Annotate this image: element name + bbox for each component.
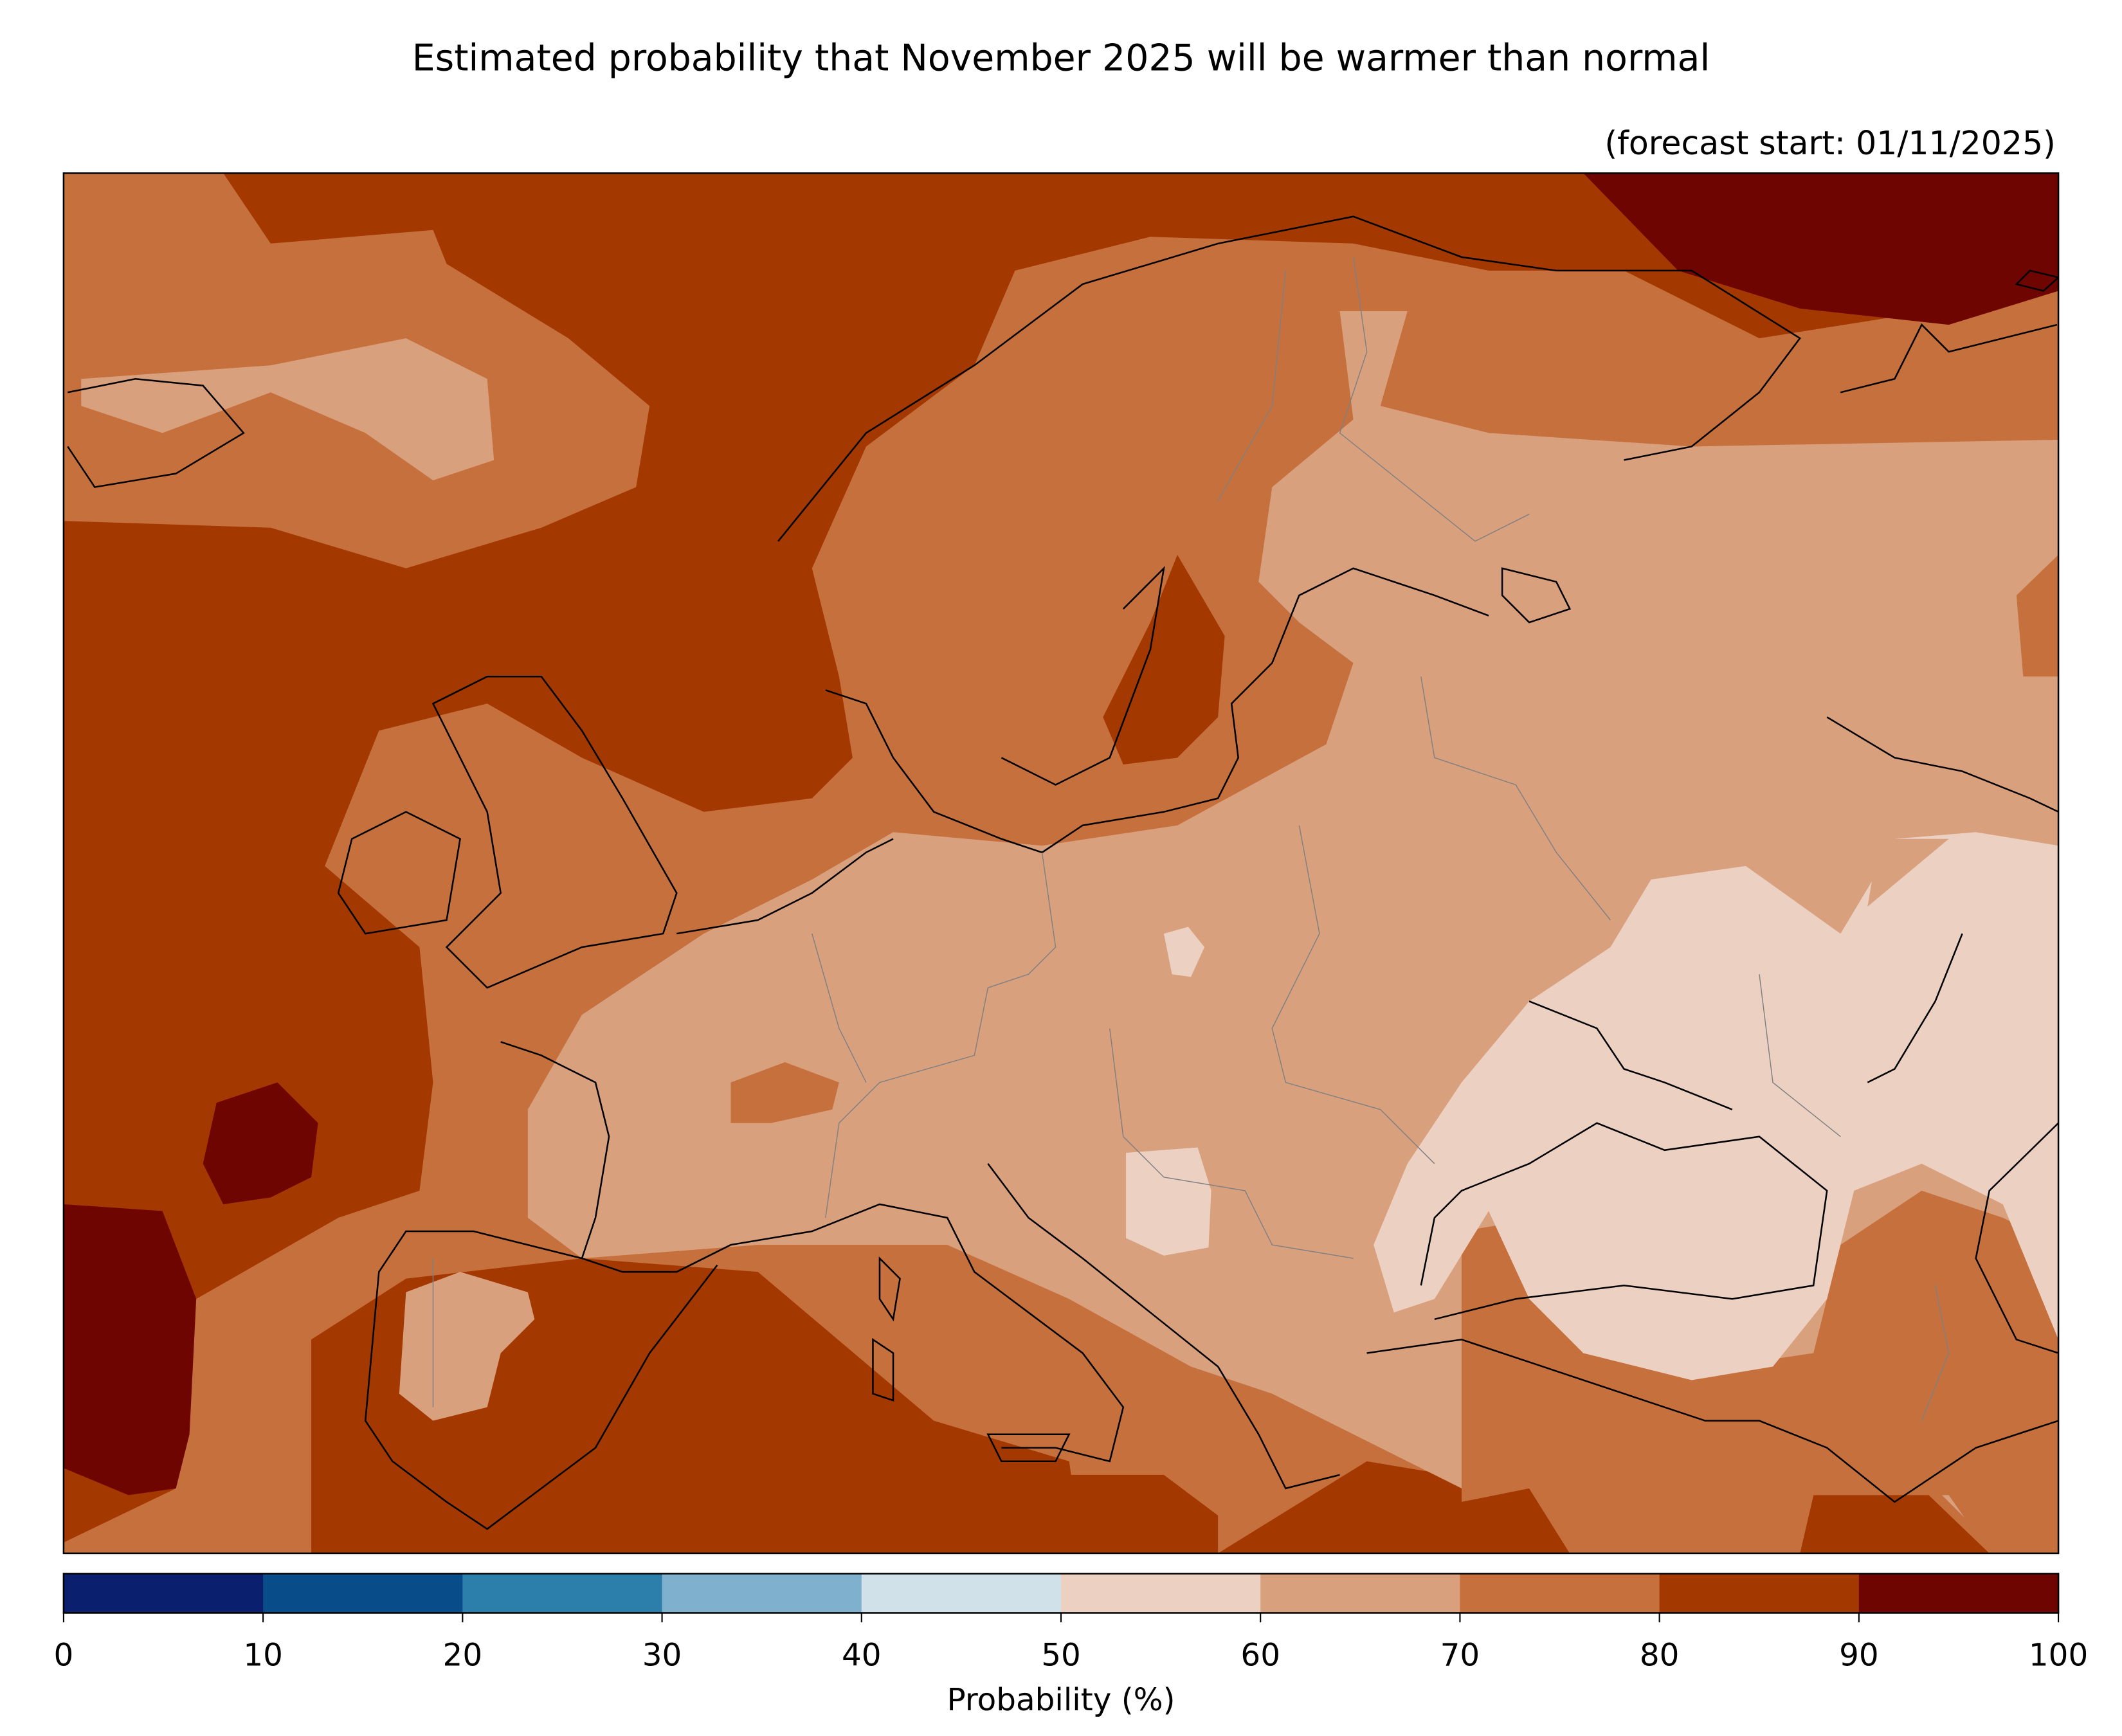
colorbar-tick-label: 40 <box>842 1638 882 1674</box>
band-50-60-balkans <box>1126 1147 1211 1256</box>
band-70-80-east <box>1461 1190 2059 1553</box>
map-frame <box>62 172 2060 1555</box>
probability-map <box>63 173 2059 1553</box>
colorbar-tick-label: 0 <box>54 1638 74 1674</box>
colorbar-tick-label: 10 <box>243 1638 283 1674</box>
forecast-start-subtitle: (forecast start: 01/11/2025) <box>1604 124 2055 162</box>
band-80-90-baltic <box>1103 554 1225 765</box>
coastlines <box>67 215 2059 1530</box>
colorbar-tick-label: 60 <box>1240 1638 1280 1674</box>
band-50-60-poland <box>1163 927 1205 977</box>
colorbar-bin-80-90 <box>1659 1573 1860 1613</box>
colorbar-bin-20-30 <box>462 1573 663 1613</box>
country-borders <box>432 257 1950 1421</box>
band-90-100-atlantic-mid <box>203 1082 318 1204</box>
colorbar-bin-40-50 <box>861 1573 1062 1613</box>
band-80-90-ionian <box>1069 1474 1219 1553</box>
colorbar-tick-label: 80 <box>1640 1638 1680 1674</box>
colorbar-tick-label: 100 <box>2029 1638 2088 1674</box>
band-80-90-mediterranean <box>541 1339 934 1536</box>
band-70-80-france <box>730 1062 839 1123</box>
colorbar-tick-label: 30 <box>642 1638 682 1674</box>
band-60-70-iceland <box>81 338 494 481</box>
colorbar-bin-70-80 <box>1460 1573 1660 1613</box>
colorbar-bin-60-70 <box>1260 1573 1461 1613</box>
colorbar-tick-label: 90 <box>1839 1638 1879 1674</box>
colorbar: 0 10 20 30 40 50 60 70 80 90 100 <box>54 1573 2088 1674</box>
band-90-100-barents <box>1583 173 2059 325</box>
colorbar-bin-50-60 <box>1061 1573 1262 1613</box>
band-60-70-ural-gap <box>1867 838 1949 907</box>
colorbar-tick-label: 70 <box>1440 1638 1480 1674</box>
band-50-60-ukraine-black-sea <box>1374 832 2059 1380</box>
band-90-100-atlantic-south <box>63 1204 197 1496</box>
colorbar-label: Probability (%) <box>947 1682 1175 1718</box>
colorbar-tick-label: 50 <box>1041 1638 1081 1674</box>
colorbar-bin-0-10 <box>63 1573 264 1613</box>
figure-title: Estimated probability that November 2025… <box>412 37 1710 79</box>
colorbar-tick-label: 20 <box>443 1638 483 1674</box>
colorbar-bin-10-20 <box>263 1573 464 1613</box>
colorbar-bin-30-40 <box>662 1573 862 1613</box>
colorbar-bin-90-100 <box>1858 1573 2060 1613</box>
